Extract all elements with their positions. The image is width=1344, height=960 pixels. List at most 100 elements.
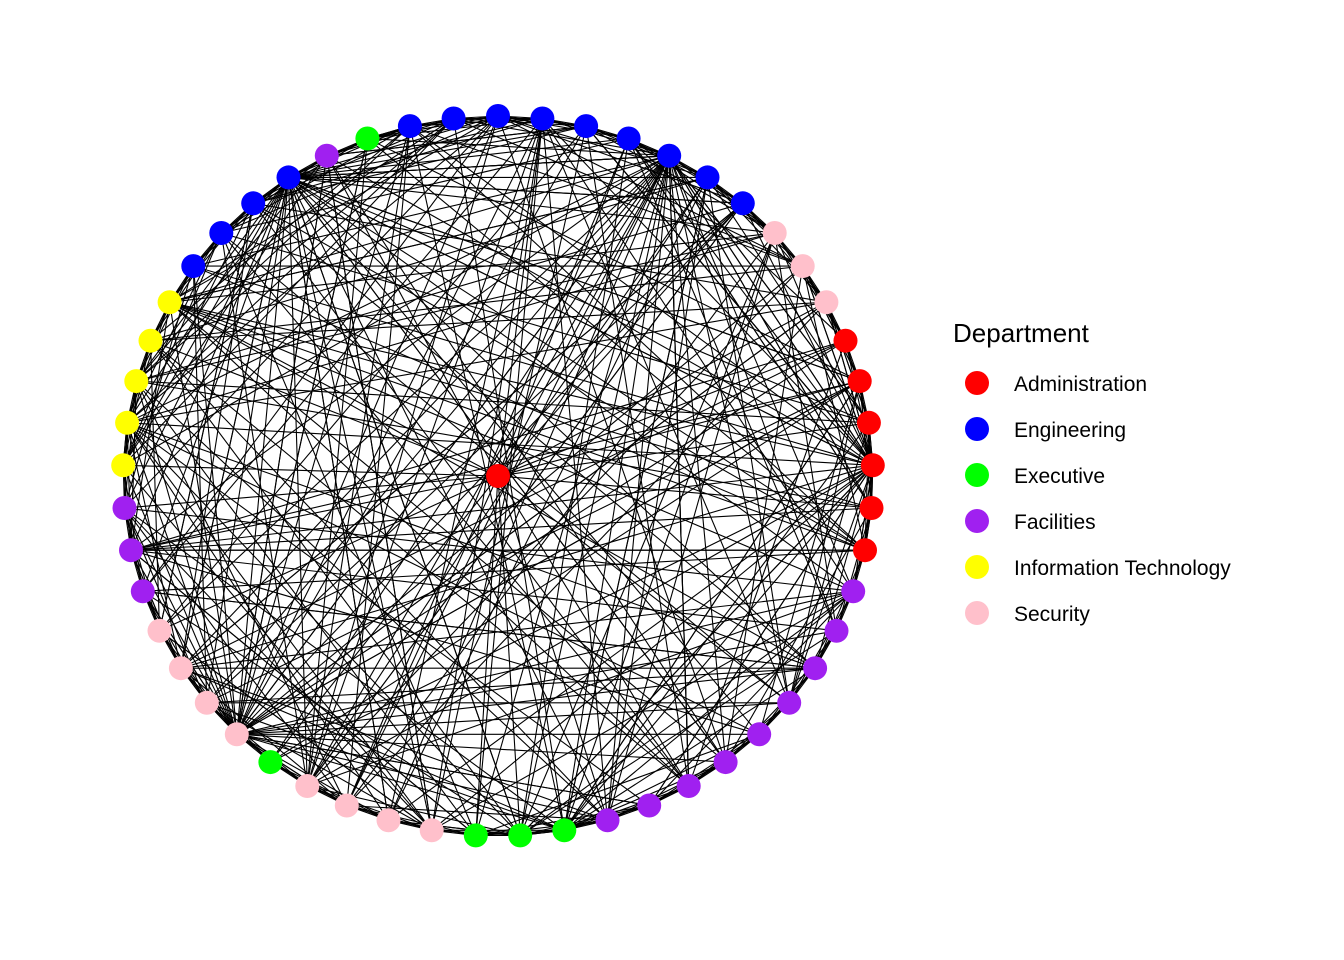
node-engineering xyxy=(574,114,599,139)
edge xyxy=(123,265,194,509)
edge xyxy=(497,380,860,477)
legend-label-engineering: Engineering xyxy=(1014,419,1126,442)
node-facilities xyxy=(713,750,738,775)
edge xyxy=(835,507,873,631)
edge-layer xyxy=(122,115,874,836)
edge xyxy=(126,422,433,831)
edge xyxy=(497,115,727,763)
edge xyxy=(130,549,182,669)
edge xyxy=(206,177,290,703)
edge xyxy=(220,232,477,836)
edge xyxy=(668,155,776,234)
node-facilities xyxy=(119,538,143,563)
edge xyxy=(124,115,499,509)
edge xyxy=(497,115,743,204)
edge xyxy=(802,265,866,551)
edge xyxy=(288,176,870,424)
edge xyxy=(563,177,709,831)
edge xyxy=(135,380,477,836)
edge xyxy=(123,464,499,477)
edge xyxy=(409,125,866,551)
edge xyxy=(180,202,744,669)
edge xyxy=(497,177,708,477)
edge xyxy=(142,591,208,704)
edge xyxy=(306,265,804,787)
edge xyxy=(169,176,708,303)
edge xyxy=(725,266,804,763)
node-engineering xyxy=(397,114,422,139)
node-facilities xyxy=(747,722,772,747)
edge xyxy=(802,265,874,466)
node-information-technology xyxy=(111,453,136,478)
edge xyxy=(497,118,543,477)
edge xyxy=(388,819,521,836)
edge xyxy=(126,422,389,821)
edge xyxy=(150,340,690,787)
edge xyxy=(169,301,690,787)
edge xyxy=(409,125,803,267)
edge xyxy=(519,232,776,836)
edge xyxy=(519,630,837,836)
legend-swatch-security xyxy=(965,601,989,625)
node-information-technology xyxy=(115,410,140,435)
edge xyxy=(150,176,708,342)
edge xyxy=(668,155,872,509)
legend-label-security: Security xyxy=(1014,603,1090,626)
edge xyxy=(236,138,368,735)
node-administration xyxy=(847,369,872,394)
edge xyxy=(236,301,827,735)
node-facilities xyxy=(314,143,339,168)
node-facilities xyxy=(803,656,828,681)
node-engineering xyxy=(530,106,555,131)
edge xyxy=(130,549,477,836)
edge xyxy=(306,126,411,787)
edge xyxy=(668,155,790,703)
edge xyxy=(367,138,860,382)
node-engineering xyxy=(181,254,206,279)
edge xyxy=(206,155,670,704)
edge xyxy=(221,115,499,234)
edge xyxy=(130,302,171,551)
node-security xyxy=(790,254,815,279)
edge xyxy=(252,202,690,787)
edge xyxy=(126,422,182,669)
edge xyxy=(122,232,222,466)
edge xyxy=(788,465,874,703)
edge xyxy=(288,176,816,669)
node-facilities xyxy=(676,774,701,798)
edge xyxy=(628,138,872,509)
edge xyxy=(169,301,499,477)
legend: Department Administration Engineering Exec… xyxy=(953,318,1231,626)
edge xyxy=(288,176,743,204)
edge xyxy=(142,118,543,592)
edge xyxy=(169,115,499,303)
edge xyxy=(169,118,454,303)
edge xyxy=(253,117,543,204)
node-facilities xyxy=(595,808,620,833)
edge xyxy=(668,155,690,787)
edge xyxy=(126,232,222,424)
edge xyxy=(135,118,454,382)
edge xyxy=(193,265,866,551)
edge xyxy=(668,155,874,466)
node-security xyxy=(814,290,839,315)
edge xyxy=(236,733,608,821)
edge xyxy=(149,340,161,631)
legend-label-executive: Executive xyxy=(1014,465,1105,488)
edge xyxy=(367,115,499,140)
edge xyxy=(252,202,866,551)
edge xyxy=(287,177,521,836)
node-facilities xyxy=(824,618,849,643)
edge xyxy=(497,138,630,477)
edge xyxy=(409,117,543,127)
legend-swatch-information-technology xyxy=(965,555,989,579)
edge xyxy=(814,465,874,669)
node-information-technology xyxy=(157,290,182,315)
edge xyxy=(475,733,760,836)
edge xyxy=(236,667,816,735)
node-facilities xyxy=(130,579,155,604)
edge xyxy=(409,125,874,466)
node-administration xyxy=(859,496,884,520)
edge xyxy=(859,381,873,509)
